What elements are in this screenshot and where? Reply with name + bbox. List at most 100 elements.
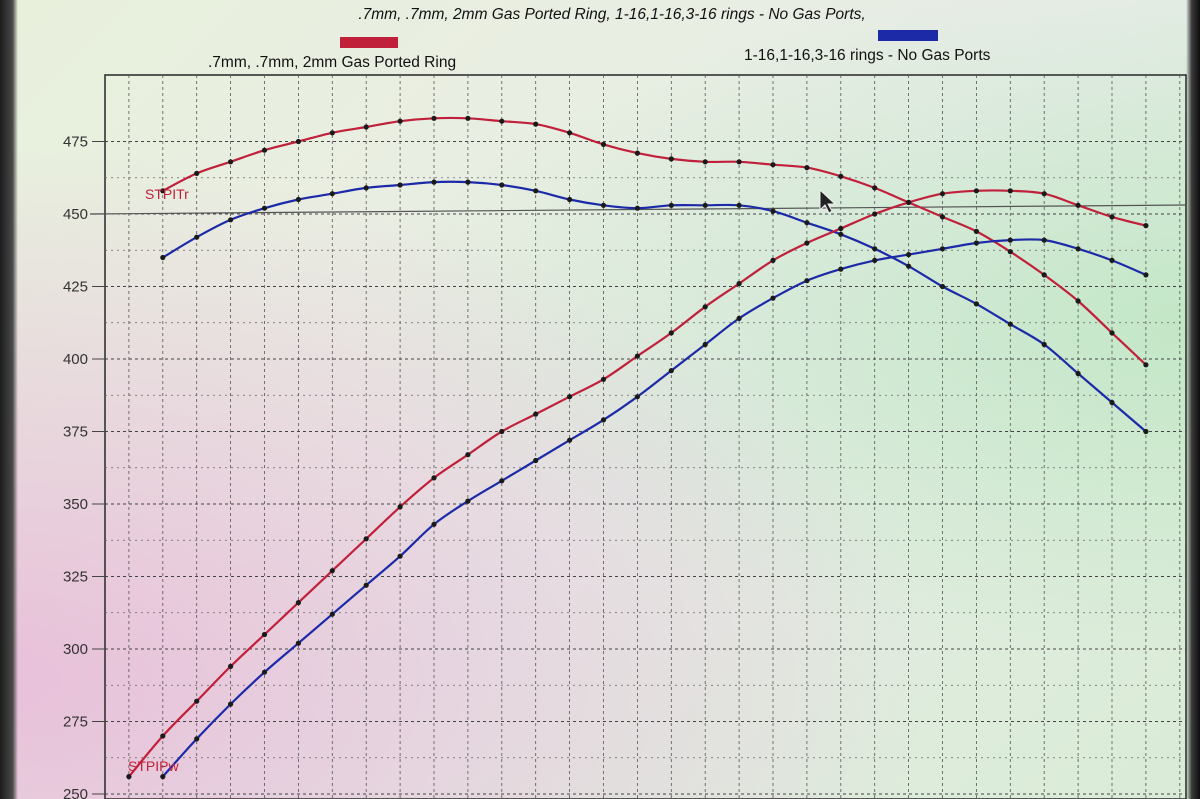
y-tick-label: 400 xyxy=(63,351,88,368)
data-point xyxy=(736,159,742,165)
data-point xyxy=(194,170,200,176)
data-point xyxy=(567,130,573,136)
data-point xyxy=(567,394,573,400)
data-point xyxy=(600,202,607,208)
data-point xyxy=(329,611,335,617)
torque-curve-label: STPITr xyxy=(145,186,189,202)
data-point xyxy=(261,669,268,675)
data-point xyxy=(600,376,607,382)
data-point xyxy=(1007,188,1013,194)
data-point xyxy=(668,330,674,336)
mouse-cursor-icon xyxy=(819,188,837,214)
data-point xyxy=(160,774,166,780)
data-point xyxy=(702,304,708,310)
data-point xyxy=(973,188,980,194)
y-tick-label: 350 xyxy=(63,496,88,513)
data-point xyxy=(533,188,539,194)
data-point xyxy=(431,521,437,527)
data-point xyxy=(160,188,166,194)
data-point xyxy=(160,733,166,739)
data-point xyxy=(906,263,912,269)
data-point xyxy=(499,118,505,124)
data-point xyxy=(736,202,742,208)
data-point xyxy=(160,254,166,261)
y-tick-label: 300 xyxy=(63,641,88,658)
data-point xyxy=(770,208,776,214)
y-tick-label: 450 xyxy=(63,206,88,223)
series-line-torque-1 xyxy=(162,180,1147,433)
monitor-bezel-right xyxy=(1186,0,1200,799)
data-point xyxy=(1075,370,1081,377)
data-point xyxy=(1007,249,1013,255)
data-point xyxy=(1075,298,1081,304)
data-point xyxy=(363,582,369,588)
data-point xyxy=(872,185,878,191)
data-point xyxy=(634,353,641,359)
data-point xyxy=(1041,191,1047,197)
data-point xyxy=(906,199,912,205)
chart-title: .7mm, .7mm, 2mm Gas Ported Ring, 1-16,1-… xyxy=(358,6,865,23)
legend-swatch-blue xyxy=(878,30,938,41)
data-point xyxy=(872,246,878,252)
data-point xyxy=(397,182,403,188)
curve-labels: STPITr STPIPw xyxy=(128,186,189,774)
data-point xyxy=(261,205,268,211)
data-point xyxy=(194,736,200,742)
data-point xyxy=(194,698,200,704)
data-point xyxy=(363,536,369,542)
y-axis: 250 275 300 325 350 375 400 425 450 475 xyxy=(63,134,105,799)
data-point xyxy=(567,437,573,443)
data-point xyxy=(1143,362,1149,368)
data-point xyxy=(634,394,641,400)
data-point xyxy=(228,701,234,707)
data-point xyxy=(973,301,980,307)
data-point xyxy=(736,281,742,287)
series-line-torque-0 xyxy=(162,116,1147,366)
grid xyxy=(104,74,1187,799)
data-point xyxy=(770,257,776,263)
data-point xyxy=(295,640,301,646)
data-point xyxy=(1075,202,1081,208)
data-point xyxy=(702,202,708,208)
data-point xyxy=(465,452,471,458)
data-point xyxy=(1041,341,1047,348)
data-point xyxy=(1109,257,1115,263)
data-point xyxy=(261,147,268,153)
data-point xyxy=(1041,272,1047,278)
legend-swatch-red xyxy=(340,37,398,48)
data-point xyxy=(431,115,437,121)
y-tick-label: 375 xyxy=(63,424,88,441)
data-point xyxy=(295,138,301,145)
data-point xyxy=(702,341,708,348)
y-tick-label: 275 xyxy=(63,714,88,731)
data-point xyxy=(668,156,674,162)
data-point xyxy=(702,159,708,165)
legend-label-red: .7mm, .7mm, 2mm Gas Ported Ring xyxy=(208,54,456,71)
y-tick-label: 425 xyxy=(63,279,88,296)
data-point xyxy=(363,124,369,130)
data-point xyxy=(295,600,301,606)
data-point xyxy=(329,568,335,574)
data-point xyxy=(329,130,335,136)
monitor-bezel-left xyxy=(0,0,18,799)
data-point xyxy=(804,278,810,284)
data-point xyxy=(261,631,268,638)
data-point xyxy=(634,150,641,156)
data-point xyxy=(329,191,335,197)
data-point xyxy=(804,165,810,171)
data-point xyxy=(668,368,674,374)
data-point xyxy=(634,205,641,211)
data-point xyxy=(939,214,946,220)
data-point xyxy=(1143,428,1149,435)
data-point xyxy=(770,162,776,168)
data-point xyxy=(465,498,471,504)
data-point xyxy=(363,185,369,191)
data-point xyxy=(295,196,301,203)
data-point xyxy=(668,202,674,208)
data-point xyxy=(973,240,980,246)
data-point xyxy=(1041,237,1047,243)
data-point xyxy=(939,191,946,197)
data-point xyxy=(1109,330,1115,336)
data-point xyxy=(1143,272,1149,278)
